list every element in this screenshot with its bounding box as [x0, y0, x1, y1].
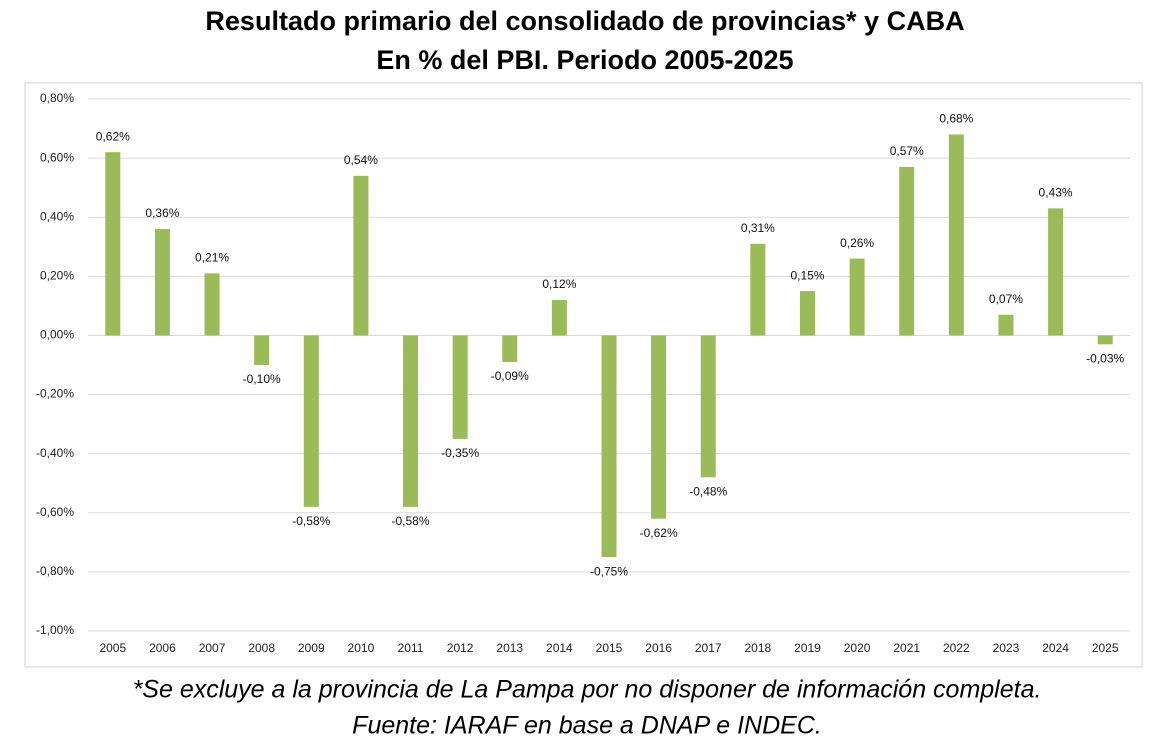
y-tick-label: 0,60%: [40, 150, 74, 164]
x-tick-label: 2006: [149, 641, 176, 655]
data-label: -0,58%: [392, 514, 430, 528]
chart-title: Resultado primario del consolidado de pr…: [205, 6, 964, 36]
x-tick-label: 2011: [398, 641, 424, 655]
data-label: -0,48%: [689, 484, 727, 498]
data-label: 0,68%: [939, 112, 973, 126]
y-tick-label: 0,40%: [40, 209, 74, 223]
bar: [452, 335, 468, 439]
bar: [551, 299, 567, 336]
bar: [998, 314, 1014, 336]
footnote: *Se excluye a la provincia de La Pampa p…: [133, 676, 1042, 704]
x-tick-label: 2014: [546, 641, 573, 655]
data-label: 0,43%: [1039, 186, 1073, 200]
data-label: -0,03%: [1086, 351, 1124, 365]
data-label: 0,31%: [741, 221, 775, 235]
bar: [651, 335, 667, 519]
x-tick-label: 2009: [298, 641, 325, 655]
bar: [1048, 208, 1064, 336]
bar: [1097, 335, 1113, 345]
x-tick-label: 2008: [248, 641, 275, 655]
source-note: Fuente: IARAF en base a DNAP e INDEC.: [352, 712, 822, 740]
bar: [849, 258, 865, 336]
bar: [154, 229, 170, 336]
x-tick-label: 2016: [645, 641, 672, 655]
bar: [601, 335, 617, 558]
bar: [254, 335, 270, 365]
data-label: 0,36%: [145, 206, 179, 220]
data-label: 0,26%: [840, 236, 874, 250]
x-tick-label: 2021: [893, 641, 920, 655]
bar: [750, 243, 766, 336]
data-label: 0,12%: [542, 277, 576, 291]
bar: [799, 291, 815, 336]
data-label: 0,15%: [790, 268, 824, 282]
data-label: -0,35%: [441, 446, 479, 460]
data-label: -0,10%: [243, 372, 281, 386]
chart-frame: [24, 82, 1143, 668]
data-label: -0,58%: [292, 514, 330, 528]
x-tick-label: 2005: [99, 641, 126, 655]
x-tick-label: 2013: [496, 641, 523, 655]
data-label: 0,62%: [96, 129, 130, 143]
bar: [502, 335, 518, 363]
x-tick-label: 2025: [1092, 641, 1119, 655]
data-label: -0,09%: [491, 369, 529, 383]
x-tick-label: 2012: [447, 641, 474, 655]
bar: [204, 273, 220, 336]
bar: [303, 335, 319, 507]
data-label: 0,07%: [989, 292, 1023, 306]
data-label: -0,62%: [640, 526, 678, 540]
data-label: -0,75%: [590, 564, 628, 578]
y-tick-label: -0,20%: [36, 387, 74, 401]
bar: [899, 166, 915, 336]
y-tick-label: -0,60%: [36, 505, 74, 519]
bar: [353, 175, 369, 336]
x-tick-label: 2024: [1042, 641, 1069, 655]
x-tick-label: 2022: [943, 641, 970, 655]
y-tick-label: 0,80%: [40, 91, 74, 105]
x-tick-label: 2023: [993, 641, 1020, 655]
x-tick-label: 2018: [745, 641, 772, 655]
bar: [948, 134, 964, 336]
data-label: 0,21%: [195, 251, 229, 265]
y-tick-label: -0,40%: [36, 446, 74, 460]
x-tick-label: 2015: [596, 641, 623, 655]
chart-subtitle: En % del PBI. Periodo 2005-2025: [376, 45, 793, 75]
bar: [105, 152, 121, 336]
y-tick-label: -0,80%: [36, 564, 74, 578]
data-label: 0,57%: [890, 144, 924, 158]
y-tick-label: -1,00%: [36, 623, 74, 637]
x-tick-label: 2020: [844, 641, 871, 655]
bar: [403, 335, 419, 507]
x-tick-label: 2017: [695, 641, 722, 655]
y-tick-label: 0,00%: [40, 328, 74, 342]
x-tick-label: 2010: [348, 641, 375, 655]
data-label: 0,54%: [344, 153, 378, 167]
x-tick-label: 2007: [199, 641, 226, 655]
bar: [700, 335, 716, 478]
x-tick-label: 2019: [794, 641, 821, 655]
y-tick-label: 0,20%: [40, 269, 74, 283]
